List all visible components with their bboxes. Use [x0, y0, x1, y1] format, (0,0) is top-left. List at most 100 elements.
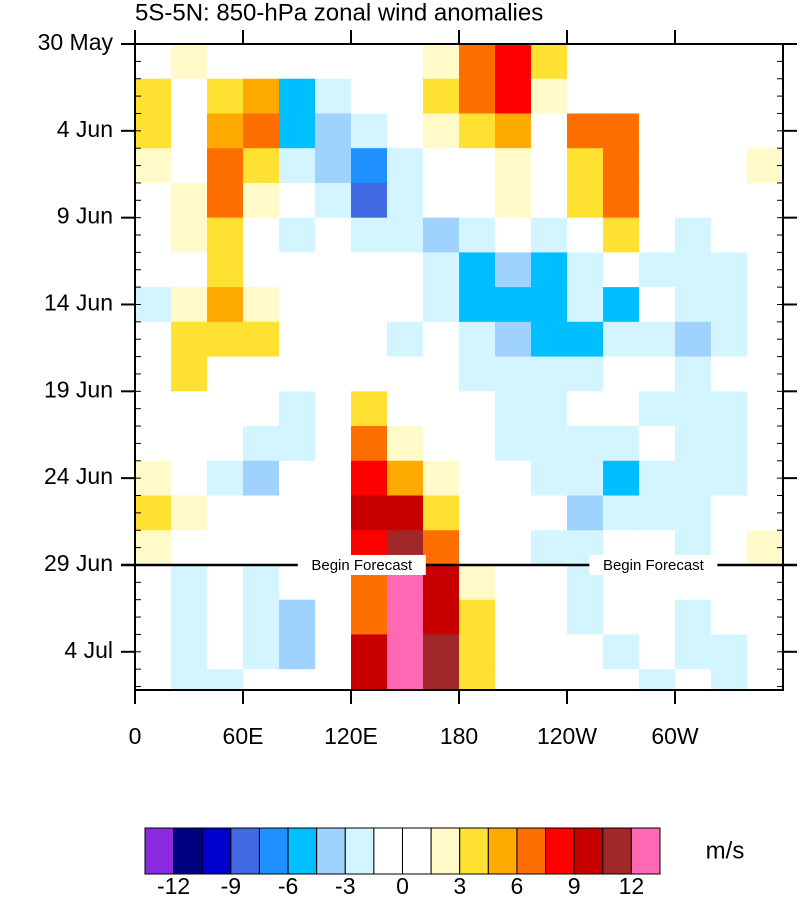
- cell: [675, 356, 712, 392]
- cell: [243, 634, 280, 670]
- cell: [207, 321, 244, 358]
- cell: [315, 460, 352, 497]
- cell: [243, 495, 280, 531]
- cell: [171, 460, 208, 497]
- cell: [315, 391, 352, 427]
- cell: [315, 356, 352, 392]
- colorbar-box: [516, 827, 547, 875]
- cell: [459, 287, 496, 323]
- cell: [135, 356, 172, 392]
- cell: [135, 391, 172, 427]
- cell: [207, 217, 244, 253]
- cell: [495, 78, 532, 114]
- cell: [495, 634, 532, 670]
- cell: [495, 564, 532, 601]
- colorbar-box: [602, 827, 632, 875]
- cell: [639, 356, 676, 392]
- y-tick-label: 9 Jun: [57, 203, 113, 229]
- cell: [531, 495, 568, 531]
- cell: [279, 113, 316, 149]
- y-tick-label: 24 Jun: [44, 463, 113, 489]
- cell: [675, 669, 712, 690]
- cell: [207, 599, 244, 635]
- colorbar-box: [402, 827, 432, 875]
- cell: [459, 321, 496, 358]
- cell: [243, 599, 280, 635]
- cell: [423, 252, 460, 288]
- cell: [387, 321, 424, 358]
- cell: [459, 530, 496, 566]
- cell: [495, 252, 532, 288]
- cell: [243, 669, 280, 690]
- cell: [135, 182, 172, 219]
- cell: [711, 495, 748, 531]
- cell: [711, 391, 748, 427]
- cell: [423, 530, 460, 566]
- cell: [639, 426, 676, 462]
- x-tick-label: 120E: [324, 723, 378, 749]
- units-label: m/s: [706, 837, 745, 864]
- cell: [603, 252, 640, 288]
- cell: [315, 669, 352, 690]
- cell: [387, 460, 424, 497]
- cell: [351, 321, 388, 358]
- colorbar-box: [430, 827, 461, 875]
- colorbar-label: -12: [157, 873, 190, 899]
- cell: [567, 287, 604, 323]
- cell: [495, 460, 532, 497]
- cell: [711, 252, 748, 288]
- cell: [279, 460, 316, 497]
- cell: [531, 113, 568, 149]
- cell: [459, 460, 496, 497]
- cell: [171, 321, 208, 358]
- cell: [243, 460, 280, 497]
- cell: [639, 669, 676, 690]
- colorbar-box: [173, 827, 203, 875]
- cell: [315, 182, 352, 219]
- cell: [351, 634, 388, 670]
- cell: [567, 356, 604, 392]
- colorbar-box: [487, 827, 518, 875]
- cell: [351, 148, 388, 184]
- cell: [567, 460, 604, 497]
- cell: [675, 44, 712, 80]
- cell: [171, 44, 208, 80]
- cell: [315, 599, 352, 635]
- cell: [279, 182, 316, 219]
- cell: [603, 669, 640, 690]
- cell: [207, 252, 244, 288]
- colorbar-label: 0: [396, 873, 409, 899]
- cell: [459, 217, 496, 253]
- cell: [603, 460, 640, 497]
- cell: [531, 252, 568, 288]
- cell: [135, 426, 172, 462]
- cell: [459, 564, 496, 601]
- cell: [567, 495, 604, 531]
- cell: [495, 217, 532, 253]
- cell: [675, 321, 712, 358]
- cell: [135, 599, 172, 635]
- cell: [423, 44, 460, 80]
- cell: [135, 530, 172, 566]
- cell: [279, 217, 316, 253]
- cell: [315, 321, 352, 358]
- cell: [639, 460, 676, 497]
- cell: [387, 634, 424, 670]
- y-tick-label: 19 Jun: [44, 376, 113, 402]
- cell: [423, 460, 460, 497]
- cell: [423, 356, 460, 392]
- colorbar-box: [344, 827, 375, 875]
- chart-title: 5S-5N: 850-hPa zonal wind anomalies: [135, 0, 543, 26]
- cell: [351, 495, 388, 531]
- cell: [207, 78, 244, 114]
- cell: [423, 217, 460, 253]
- cell: [243, 321, 280, 358]
- cell: [567, 78, 604, 114]
- cell: [387, 495, 424, 531]
- cell: [243, 356, 280, 392]
- cell: [279, 356, 316, 392]
- cell: [711, 634, 748, 670]
- cell: [315, 44, 352, 80]
- cell: [171, 426, 208, 462]
- cell: [639, 252, 676, 288]
